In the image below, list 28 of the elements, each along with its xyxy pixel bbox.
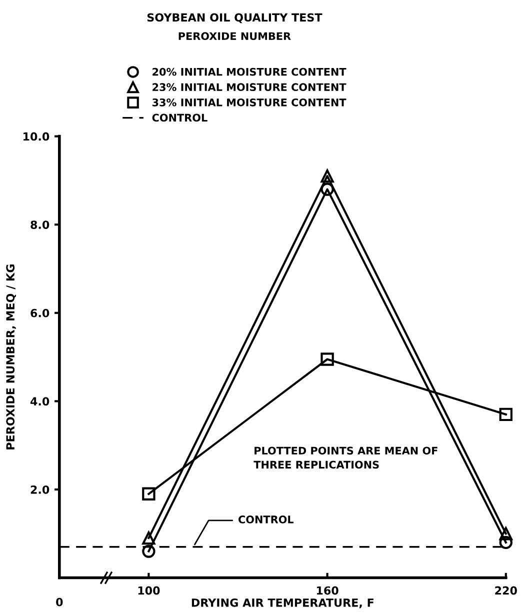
text: 0 xyxy=(56,598,63,606)
legend-label: 33% INITIAL MOISTURE CONTENT xyxy=(152,98,346,106)
x-tick-label: 100 xyxy=(138,586,160,595)
point xyxy=(499,408,512,422)
x-tick-label: 160 xyxy=(316,586,338,595)
y-tick-label: 6.0 xyxy=(30,308,50,318)
legend-label: 20% INITIAL MOISTURE CONTENT xyxy=(152,68,346,76)
legend-label: CONTROL xyxy=(152,114,208,122)
text: CONTROL xyxy=(238,516,294,524)
point xyxy=(142,487,156,500)
chart-title: SOYBEAN OIL QUALITY TEST xyxy=(147,13,322,24)
y-tick-label: 10.0 xyxy=(24,132,50,141)
point xyxy=(320,182,334,196)
point xyxy=(142,544,156,558)
chart-subtitle: PEROXIDE NUMBER xyxy=(178,32,291,40)
x-tick-label: 220 xyxy=(495,586,517,595)
annotation: PLOTTED POINTS ARE MEAN OF THREE REPLICATIONS xyxy=(254,446,438,469)
y-tick-label: 8.0 xyxy=(30,220,50,229)
x-axis-title: DRYING AIR TEMPERATURE, F xyxy=(192,598,374,608)
point xyxy=(320,169,334,183)
y-tick-label: 4.0 xyxy=(30,397,50,406)
legend-label: 23% INITIAL MOISTURE CONTENT xyxy=(152,83,346,92)
y-tick-label: 2.0 xyxy=(30,485,50,494)
point xyxy=(499,527,512,540)
point xyxy=(320,352,334,366)
point xyxy=(142,531,156,545)
point xyxy=(499,536,512,550)
y-axis-title: PEROXIDE NUMBER, MEQ / KG xyxy=(6,264,16,450)
